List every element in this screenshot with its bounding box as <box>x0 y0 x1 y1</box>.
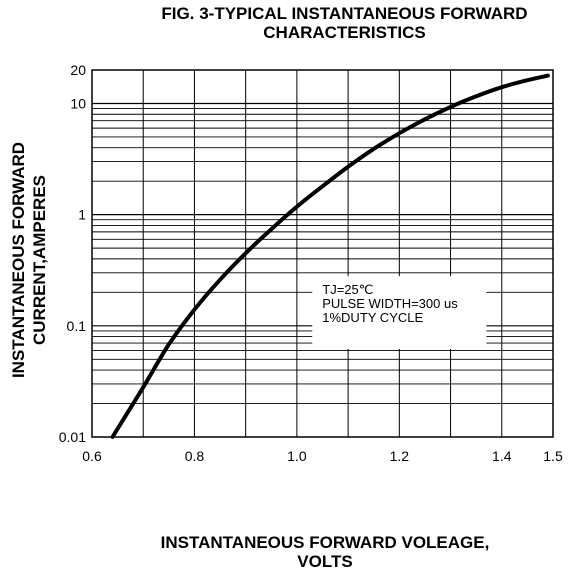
y-tick-label: 1 <box>78 207 86 223</box>
chart-plot: 0.6 0.8 1.0 1.2 1.4 1.5 20 10 1 0.1 0.01 TJ=25℃ PU… <box>59 62 563 464</box>
chart-title-line-1: FIG. 3-TYPICAL INSTANTANEOUS FORWARD <box>161 4 528 23</box>
y-tick-label: 0.01 <box>59 429 86 445</box>
x-tick-label: 1.0 <box>287 448 307 464</box>
annotation-background <box>312 276 487 349</box>
y-axis-label: INSTANTANEOUS FORWARD CURRENT,AMPERES <box>9 142 49 378</box>
y-axis-label-line-1: INSTANTANEOUS FORWARD <box>9 142 28 378</box>
plot-frame <box>91 69 554 438</box>
x-tick-label: 1.4 <box>492 448 512 464</box>
y-tick-label: 20 <box>70 62 86 78</box>
x-axis-label: INSTANTANEOUS FORWARD VOLEAGE, VOLTS <box>90 533 560 571</box>
grid <box>92 69 553 437</box>
series <box>110 73 550 439</box>
x-axis-label-line-2: VOLTS <box>297 552 353 571</box>
annotation-box: TJ=25℃ PULSE WIDTH=300 us 1%DUTY CYCLE <box>312 276 487 349</box>
tick-labels: 0.6 0.8 1.0 1.2 1.4 1.5 20 10 1 0.1 0.01 <box>59 62 563 464</box>
annotation-line-1: TJ=25℃ <box>322 282 373 297</box>
x-axis-label-line-1: INSTANTANEOUS FORWARD VOLEAGE, <box>160 533 490 552</box>
y-tick-label: 10 <box>70 95 86 111</box>
chart-title: FIG. 3-TYPICAL INSTANTANEOUS FORWARD CHA… <box>110 4 579 42</box>
forward-characteristic-curve <box>110 73 550 439</box>
chart-title-line-2: CHARACTERISTICS <box>263 23 426 42</box>
x-tick-label: 0.8 <box>185 448 205 464</box>
x-tick-label: 1.5 <box>543 448 563 464</box>
annotation-line-2: PULSE WIDTH=300 us <box>322 296 458 311</box>
annotation-line-3: 1%DUTY CYCLE <box>322 310 423 325</box>
x-tick-label: 0.6 <box>82 448 102 464</box>
y-axis-label-line-2: CURRENT,AMPERES <box>30 175 49 345</box>
y-tick-label: 0.1 <box>67 318 87 334</box>
x-tick-label: 1.2 <box>390 448 410 464</box>
